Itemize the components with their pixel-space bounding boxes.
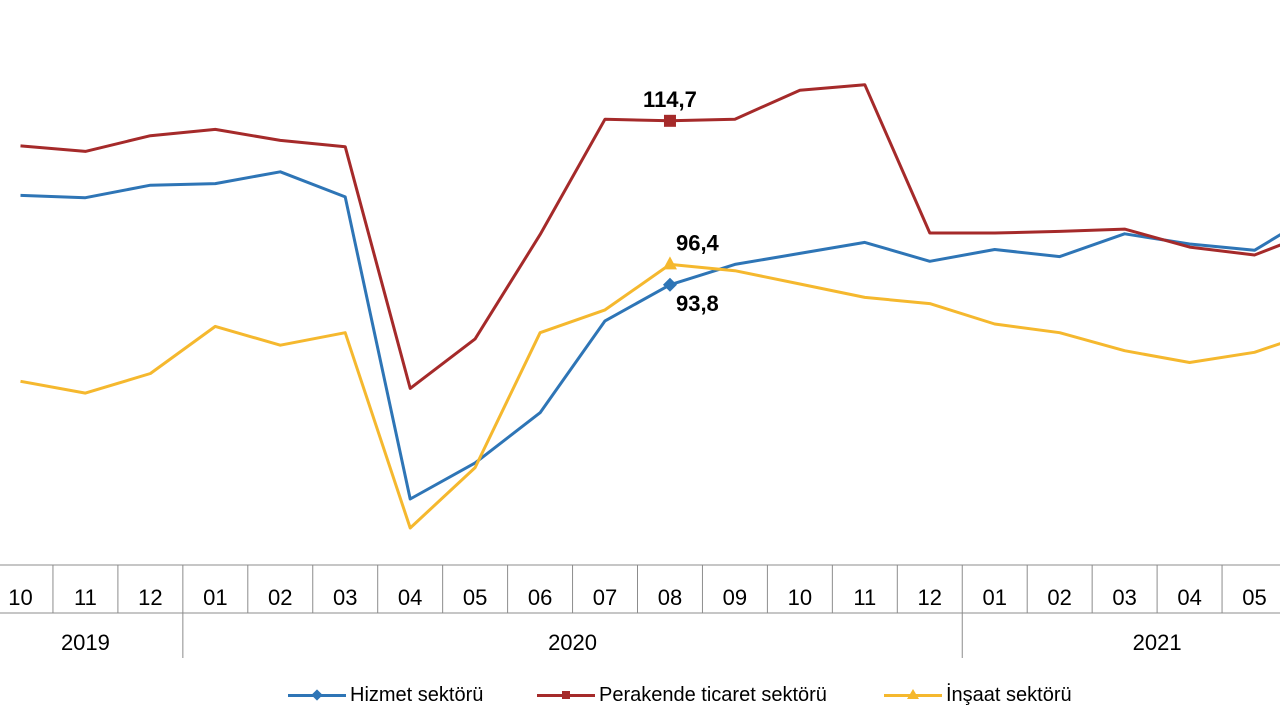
data-label: 96,4	[676, 230, 720, 255]
x-tick-label: 01	[203, 585, 227, 610]
legend-swatch-insaat	[884, 688, 942, 699]
x-tick-label: 06	[528, 585, 552, 610]
x-tick-label: 12	[918, 585, 942, 610]
x-tick-label: 02	[1047, 585, 1071, 610]
year-label: 2021	[1133, 630, 1182, 655]
x-tick-label: 11	[74, 585, 97, 610]
x-tick-label: 08	[658, 585, 682, 610]
data-labels: 114,7 96,4 93,8	[643, 87, 720, 316]
x-tick-label: 04	[398, 585, 422, 610]
x-tick-label: 03	[1112, 585, 1136, 610]
x-tick-label: 05	[1242, 585, 1266, 610]
square-marker	[663, 114, 676, 127]
x-tick-label: 10	[8, 585, 32, 610]
x-tick-label: 07	[593, 585, 617, 610]
legend-label-perakende: Perakende ticaret sektörü	[599, 683, 827, 706]
triangle-icon	[907, 688, 919, 699]
legend-label-hizmet: Hizmet sektörü	[350, 683, 484, 706]
x-tick-label: 04	[1177, 585, 1201, 610]
diamond-icon	[311, 688, 323, 701]
x-tick-label: 10	[788, 585, 812, 610]
legend-item-insaat: İnşaat sektörü	[884, 678, 1072, 712]
x-tick-label: 03	[333, 585, 357, 610]
series-lines	[20, 83, 1280, 530]
line-chart: 10 11 12 01 02 03 04 05 06 07 08 09 10 11 12 01 02 03 04 05…	[0, 83, 1280, 658]
legend-item-perakende: Perakende ticaret sektörü	[537, 678, 827, 712]
square-icon	[562, 690, 570, 699]
legend-label-insaat: İnşaat sektörü	[946, 683, 1072, 706]
year-label: 2020	[548, 630, 597, 655]
data-label: 93,8	[676, 291, 719, 316]
x-axis: 10 11 12 01 02 03 04 05 06 07 08 09 10 11 12 01 02 03 04 05…	[0, 564, 1280, 658]
x-tick-label: 05	[463, 585, 487, 610]
x-tick-label: 01	[982, 585, 1006, 610]
legend-item-hizmet: Hizmet sektörü	[288, 678, 483, 712]
x-tick-label: 11	[853, 585, 876, 610]
legend: Hizmet sektörü Perakende ticaret sektörü…	[0, 678, 1280, 712]
x-tick-label: 02	[268, 585, 292, 610]
x-tick-label: 12	[138, 585, 162, 610]
data-label: 114,7	[643, 87, 697, 112]
legend-swatch-perakende	[537, 690, 595, 699]
triangle-marker	[662, 256, 677, 270]
series-line-1	[20, 170, 1280, 501]
legend-swatch-hizmet	[288, 688, 346, 701]
series-line-3	[20, 262, 1280, 530]
diamond-marker	[662, 277, 677, 292]
year-label: 2019	[61, 630, 110, 655]
series-markers	[662, 114, 677, 292]
x-tick-label: 09	[723, 585, 747, 610]
